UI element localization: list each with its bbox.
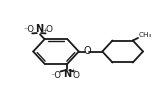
Text: N: N — [35, 24, 43, 34]
Text: CH₃: CH₃ — [139, 32, 152, 38]
Text: ⁻O: ⁻O — [23, 25, 34, 34]
Text: N: N — [63, 69, 72, 79]
Text: O: O — [45, 25, 52, 34]
Text: O: O — [83, 46, 91, 57]
Text: O: O — [73, 71, 80, 80]
Text: +: + — [70, 68, 76, 73]
Text: +: + — [42, 28, 47, 33]
Text: ⁻O: ⁻O — [51, 71, 62, 80]
